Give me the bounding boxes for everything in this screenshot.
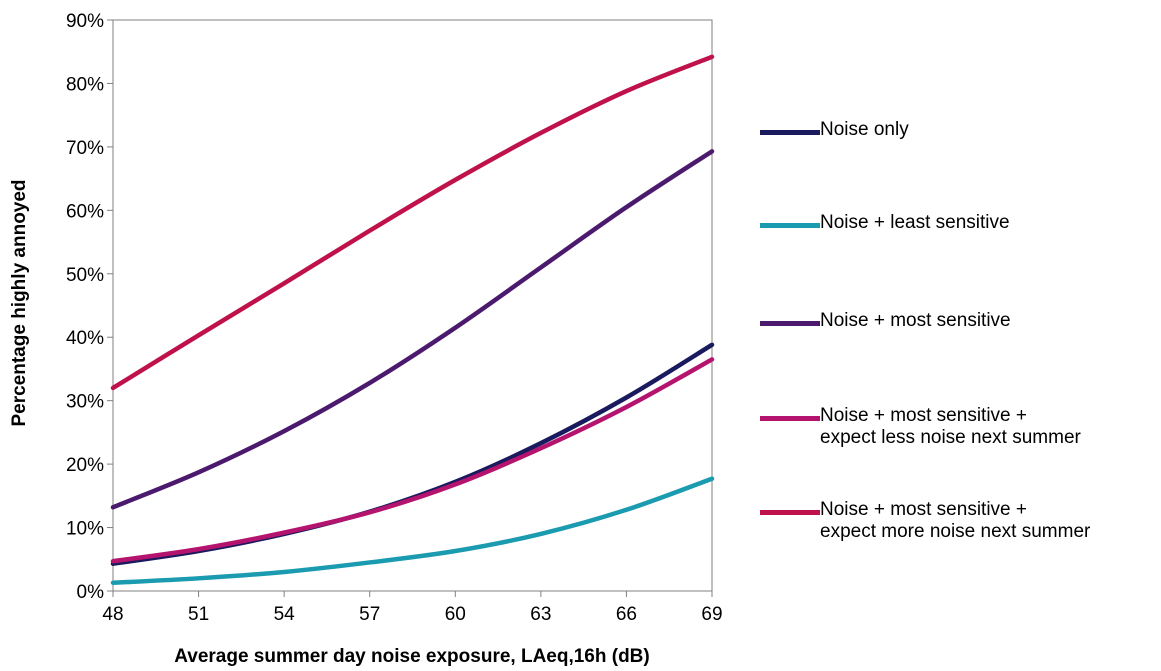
legend-swatch	[760, 321, 820, 326]
x-tick-label: 63	[530, 604, 551, 625]
legend-label: Noise only	[820, 119, 909, 140]
legend-item-expect-more-noise: Noise + most sensitive + expect more noi…	[760, 499, 1090, 543]
y-tick-label: 90%	[66, 11, 104, 32]
x-tick-label: 48	[102, 604, 123, 625]
x-tick-label: 51	[188, 604, 209, 625]
y-tick-label: 40%	[66, 328, 104, 349]
y-tick-label: 0%	[77, 582, 105, 603]
legend-label: Noise + most sensitive + expect less noi…	[820, 405, 1081, 448]
series-line-0	[110, 342, 715, 566]
legend-item-expect-less-noise: Noise + most sensitive + expect less noi…	[760, 405, 1081, 449]
y-tick-label: 70%	[66, 138, 104, 159]
y-axis-title: Percentage highly annoyed	[9, 179, 30, 426]
plot-area-border	[112, 19, 713, 592]
x-tick-label: 57	[359, 604, 380, 625]
y-tick-label: 50%	[66, 265, 104, 286]
y-tick-label: 30%	[66, 392, 104, 413]
series-line-2	[110, 149, 715, 510]
x-tick-label: 66	[616, 604, 637, 625]
chart-legend: Noise only Noise + least sensitive Noise…	[760, 0, 1160, 671]
y-tick-label: 20%	[66, 455, 104, 476]
series-line-1	[110, 476, 715, 586]
series-line-4	[110, 54, 715, 391]
legend-label: Noise + most sensitive + expect more noi…	[820, 499, 1091, 542]
x-tick-label: 60	[445, 604, 466, 625]
y-tick-label: 10%	[66, 519, 104, 540]
legend-swatch	[760, 130, 820, 135]
y-tick-label: 60%	[66, 201, 104, 222]
x-axis-title: Average summer day noise exposure, LAeq,…	[174, 646, 650, 667]
y-tick-label: 80%	[66, 74, 104, 95]
legend-swatch	[760, 510, 820, 515]
legend-item-most-sensitive: Noise + most sensitive	[760, 310, 1011, 332]
x-tick-label: 69	[701, 604, 722, 625]
legend-swatch	[760, 416, 820, 421]
legend-label: Noise + most sensitive	[820, 310, 1011, 331]
legend-label: Noise + least sensitive	[820, 212, 1010, 233]
x-tick-label: 54	[274, 604, 296, 625]
legend-item-noise-only: Noise only	[760, 119, 909, 141]
series-line-3	[110, 357, 715, 564]
legend-swatch	[760, 223, 820, 228]
legend-item-least-sensitive: Noise + least sensitive	[760, 212, 1010, 234]
